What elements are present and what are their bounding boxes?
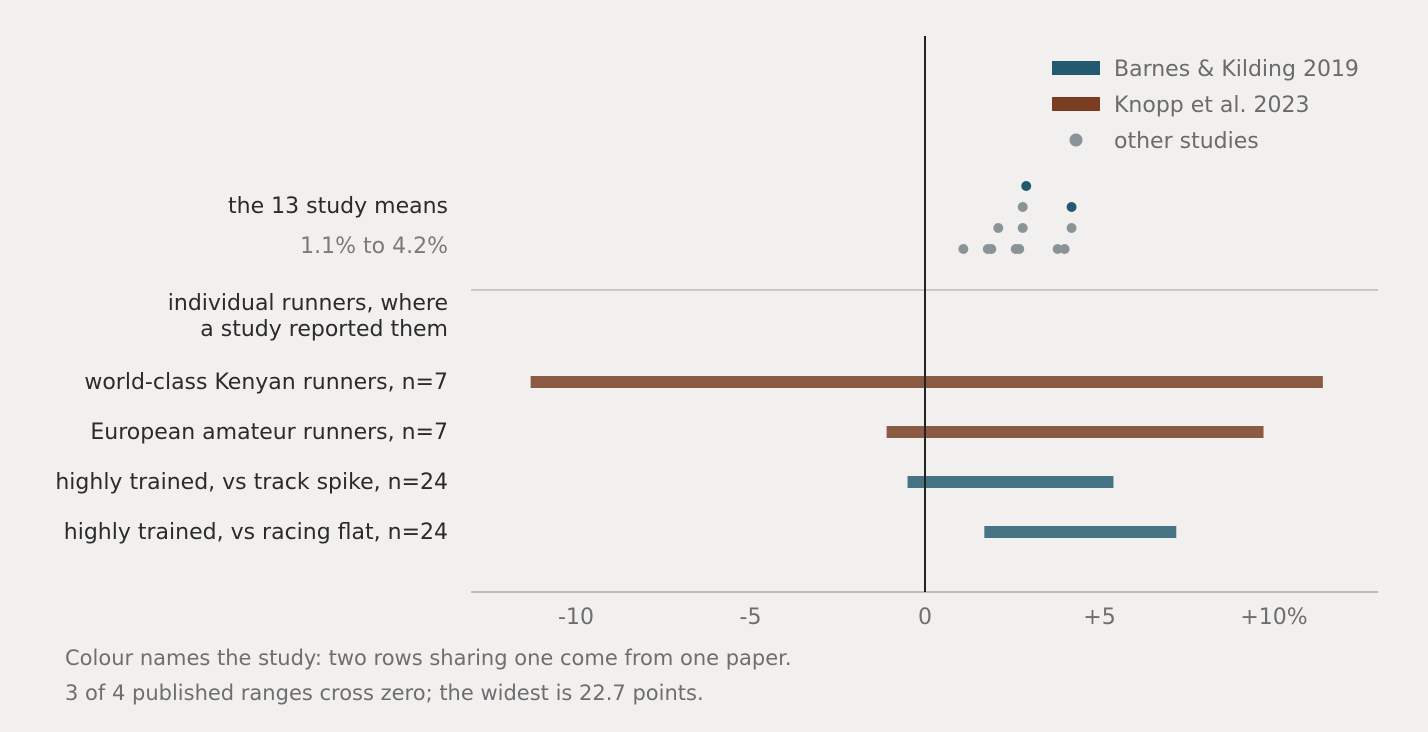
x-axis: -10 -5 0 +5 +10% [471,36,1378,630]
study-mean-point [993,223,1004,233]
section-heading: individual runners, where [168,291,448,316]
footnote-1: Colour names the study: two rows sharing… [65,646,792,670]
legend-label: Knopp et al. 2023 [1114,93,1309,118]
study-mean-point [1017,223,1028,233]
x-tick-label: -5 [740,605,762,630]
range-bar [907,476,1114,488]
study-mean-point [958,244,969,254]
section-heading: a study reported them [200,317,448,342]
study-mean-point [986,244,997,254]
study-means-range-label: 1.1% to 4.2% [300,234,448,259]
x-tick-label: 0 [918,605,932,630]
range-row-label: European amateur runners, n=7 [90,420,448,445]
legend-label: other studies [1114,129,1259,154]
x-tick-label: +10% [1240,605,1307,630]
range-row-label: highly trained, vs track spike, n=24 [55,470,448,495]
study-mean-point [1021,181,1032,191]
footnote-2: 3 of 4 published ranges cross zero; the … [65,681,704,705]
legend-label: Barnes & Kilding 2019 [1114,57,1359,82]
study-mean-point [1017,202,1028,212]
legend-dot [1069,133,1083,147]
range-bar [984,526,1177,538]
study-means-group: the 13 study means 1.1% to 4.2% [228,181,1077,259]
range-bar [530,376,1323,388]
study-mean-point [1059,244,1070,254]
range-bar [886,426,1264,438]
study-mean-point [1052,244,1063,254]
range-row-label: highly trained, vs racing flat, n=24 [64,520,448,545]
legend-swatch [1052,97,1100,111]
study-mean-point [1014,244,1025,254]
legend-swatch [1052,61,1100,75]
x-tick-label: -10 [558,605,594,630]
study-means-label: the 13 study means [228,194,448,219]
legend: Barnes & Kilding 2019 Knopp et al. 2023 ot… [1052,57,1359,154]
forest-range-chart: Barnes & Kilding 2019 Knopp et al. 2023 ot… [55,36,1378,630]
x-tick-label: +5 [1083,605,1115,630]
range-row-label: world-class Kenyan runners, n=7 [84,370,448,395]
study-mean-point [1066,223,1077,233]
study-mean-point [1066,202,1077,212]
